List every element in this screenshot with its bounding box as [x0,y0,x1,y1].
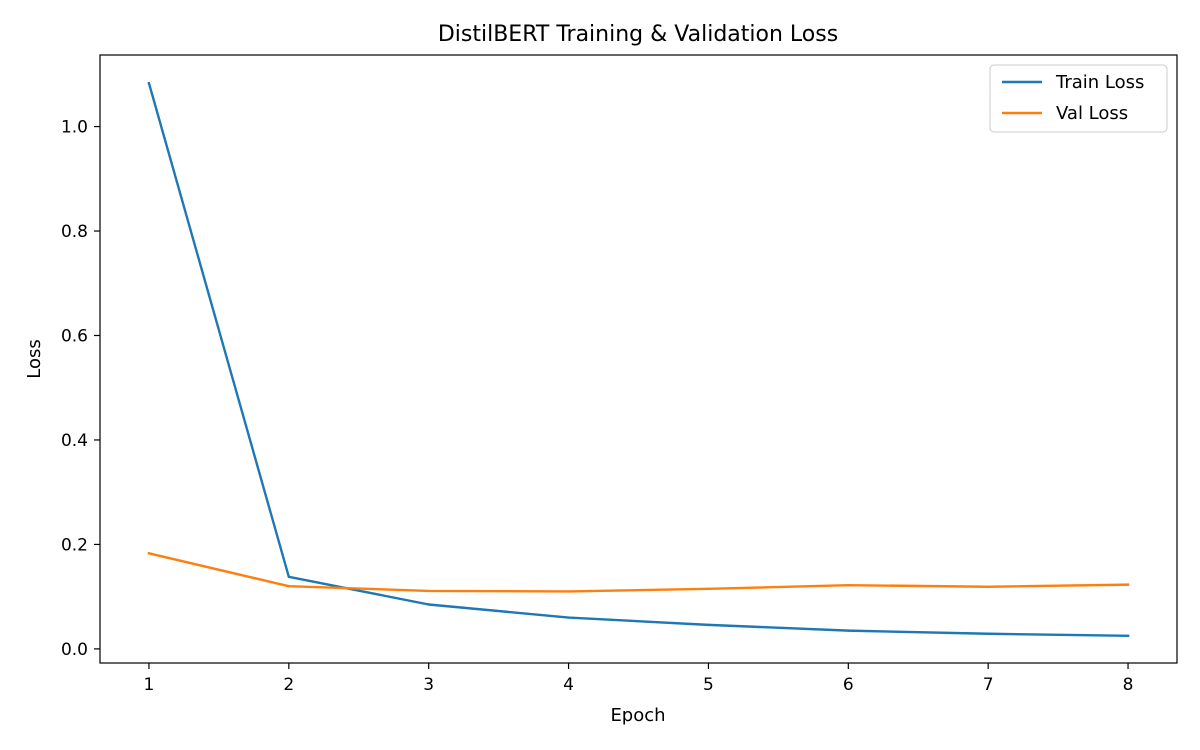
y-tick-label: 0.6 [61,326,88,346]
x-tick-label: 2 [283,675,294,695]
chart-title: DistilBERT Training & Validation Loss [438,22,838,47]
y-tick-label: 0.4 [61,431,88,451]
val-loss-line [147,551,1130,593]
x-tick-label: 8 [1123,675,1134,695]
y-tick-label: 0.2 [61,535,88,555]
x-tick-label: 6 [843,675,854,695]
legend-label-val-loss: Val Loss [1056,103,1128,124]
x-axis-label: Epoch [610,705,665,726]
train-loss-point [1126,634,1130,638]
plot-frame [99,54,1178,664]
train-loss-point [986,632,990,635]
y-axis: 0.0 0.2 0.4 0.6 0.8 1.0 [61,118,100,660]
y-tick-label: 0.8 [61,222,88,242]
train-loss-point [427,603,430,606]
train-loss-point [147,82,151,85]
legend: Train Loss Val Loss [989,64,1168,133]
x-tick-label: 5 [703,675,714,695]
train-loss-point [567,616,570,619]
train-loss-point [847,629,850,632]
val-loss-point [147,552,151,555]
series-layer [147,81,1130,638]
x-tick-label: 4 [563,675,574,695]
val-loss-point [287,585,291,588]
x-tick-label: 7 [983,675,994,695]
val-loss-point [567,590,570,593]
val-loss-point [1126,583,1130,586]
val-loss-point [986,585,990,588]
train-loss-line [147,81,1130,638]
x-axis: 1 2 3 4 5 6 7 8 [144,663,1134,695]
plot-area [99,54,1178,664]
train-loss-point [707,623,710,627]
val-loss-point [707,587,710,591]
y-tick-label: 0.0 [61,640,88,660]
train-loss-point [287,575,291,579]
legend-label-train-loss: Train Loss [1055,72,1144,93]
legend-items: Train Loss Val Loss [1002,72,1144,124]
val-loss-point [847,583,850,587]
x-tick-label: 3 [423,675,434,695]
x-tick-label: 1 [144,675,155,695]
y-tick-label: 1.0 [61,118,88,138]
y-axis-label: Loss [24,339,45,378]
val-loss-point [427,589,430,593]
